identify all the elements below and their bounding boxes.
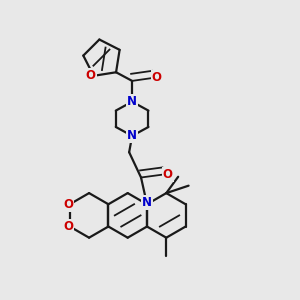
Text: O: O xyxy=(63,220,73,233)
Text: O: O xyxy=(152,71,161,84)
Text: N: N xyxy=(127,129,137,142)
Text: O: O xyxy=(86,69,96,82)
Text: O: O xyxy=(163,168,173,181)
Text: N: N xyxy=(127,95,137,108)
Text: N: N xyxy=(142,196,152,209)
Text: O: O xyxy=(63,198,73,211)
